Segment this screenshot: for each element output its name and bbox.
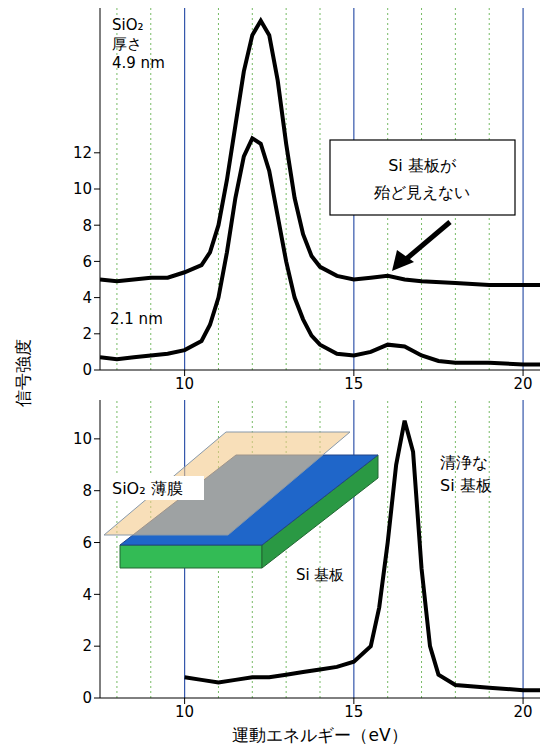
svg-text:20: 20 bbox=[514, 375, 533, 392]
svg-text:0: 0 bbox=[82, 689, 92, 707]
svg-text:Si 基板: Si 基板 bbox=[296, 566, 344, 584]
svg-text:4: 4 bbox=[82, 289, 92, 307]
svg-text:10: 10 bbox=[175, 375, 194, 392]
svg-text:6: 6 bbox=[82, 253, 92, 271]
svg-text:SiO₂ 薄膜: SiO₂ 薄膜 bbox=[112, 479, 183, 498]
svg-text:6: 6 bbox=[82, 534, 92, 552]
svg-text:SiO₂厚さ4.9 nm: SiO₂厚さ4.9 nm bbox=[112, 16, 165, 72]
svg-text:運動エネルギー（eV）: 運動エネルギー（eV） bbox=[232, 725, 407, 745]
svg-text:15: 15 bbox=[344, 703, 363, 721]
svg-text:清浄なSi 基板: 清浄なSi 基板 bbox=[440, 453, 492, 495]
svg-text:10: 10 bbox=[73, 430, 92, 448]
svg-text:20: 20 bbox=[514, 703, 533, 721]
svg-text:0: 0 bbox=[82, 361, 92, 379]
svg-text:8: 8 bbox=[82, 482, 92, 500]
svg-text:10: 10 bbox=[175, 703, 194, 721]
svg-text:Si 基板が殆ど見えない: Si 基板が殆ど見えない bbox=[374, 156, 470, 202]
svg-text:15: 15 bbox=[344, 375, 363, 392]
svg-text:信号強度: 信号強度 bbox=[13, 339, 33, 407]
svg-text:10: 10 bbox=[73, 180, 92, 198]
svg-text:8: 8 bbox=[82, 217, 92, 235]
svg-text:2: 2 bbox=[82, 325, 92, 343]
svg-text:2: 2 bbox=[82, 637, 92, 655]
svg-text:4: 4 bbox=[82, 586, 92, 604]
svg-text:2.1 nm: 2.1 nm bbox=[110, 310, 163, 328]
svg-text:12: 12 bbox=[73, 144, 92, 162]
